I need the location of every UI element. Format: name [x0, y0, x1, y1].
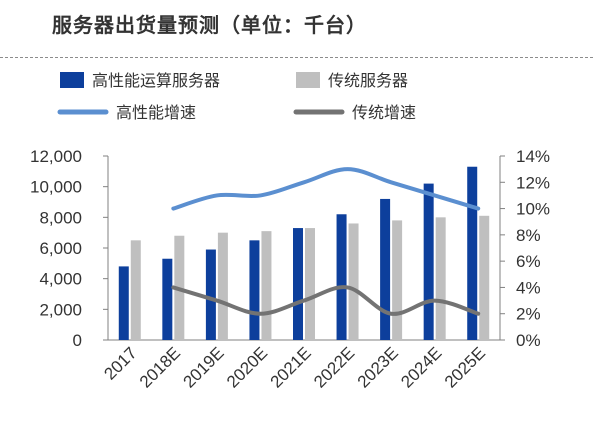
line-traditional-growth — [171, 285, 481, 316]
left-axis-tick-label: 6,000 — [39, 239, 82, 258]
x-axis-tick-label: 2020E — [223, 343, 271, 391]
bar-hpc-server — [293, 228, 303, 340]
right-axis-tick-label: 12% — [516, 173, 550, 192]
bar-hpc-server — [336, 214, 347, 340]
bar-traditional-server — [479, 215, 490, 340]
right-axis-tick-label: 8% — [516, 226, 541, 245]
bar-traditional-server — [130, 240, 141, 340]
x-axis-tick-label: 2022E — [310, 343, 358, 391]
left-axis-tick-label: 8,000 — [39, 208, 82, 227]
left-axis-tick-label: 0 — [73, 331, 82, 350]
x-axis-tick-label: 2017 — [100, 343, 140, 383]
bar-hpc-server — [205, 249, 216, 340]
bar-hpc-server — [118, 266, 129, 340]
left-axis-tick-label: 12,000 — [30, 147, 82, 166]
right-axis-tick-label: 14% — [516, 147, 550, 166]
legend-label: 传统服务器 — [328, 71, 408, 90]
bar-hpc-server — [249, 240, 260, 340]
bar-traditional-server — [261, 231, 272, 340]
x-axis-tick-label: 2021E — [267, 343, 315, 391]
left-axis-tick-label: 4,000 — [39, 270, 82, 289]
right-axis-tick-label: 4% — [516, 278, 541, 297]
legend-label: 高性能运算服务器 — [92, 71, 220, 90]
bar-traditional-server — [348, 223, 359, 340]
right-axis-tick-label: 2% — [516, 305, 541, 324]
bar-traditional-server — [435, 217, 446, 340]
x-axis-tick-label: 2018E — [136, 343, 184, 391]
bar-hpc-server — [423, 183, 434, 340]
x-axis-tick-label: 2023E — [354, 343, 402, 391]
bar-hpc-server — [467, 166, 478, 340]
x-axis-tick-label: 2019E — [180, 343, 228, 391]
legend-label: 高性能增速 — [116, 103, 196, 122]
left-axis-tick-label: 10,000 — [30, 178, 82, 197]
title-divider — [0, 57, 593, 58]
bar-traditional-server — [392, 220, 403, 340]
right-axis-tick-label: 0% — [516, 331, 541, 350]
legend-swatch — [296, 72, 320, 88]
x-axis-tick-label: 2024E — [397, 343, 445, 391]
legend-label: 传统增速 — [352, 103, 416, 122]
bar-traditional-server — [305, 228, 315, 340]
legend-swatch — [60, 72, 84, 88]
line-hpc-growth — [171, 167, 481, 211]
chart-title: 服务器出货量预测（单位：千台） — [52, 13, 367, 37]
right-axis-tick-label: 6% — [516, 252, 541, 271]
bar-traditional-server — [217, 232, 228, 340]
bar-hpc-server — [380, 198, 391, 340]
left-axis-tick-label: 2,000 — [39, 300, 82, 319]
x-axis-tick-label: 2025E — [441, 343, 489, 391]
right-axis-tick-label: 10% — [516, 200, 550, 219]
bar-hpc-server — [162, 258, 173, 340]
